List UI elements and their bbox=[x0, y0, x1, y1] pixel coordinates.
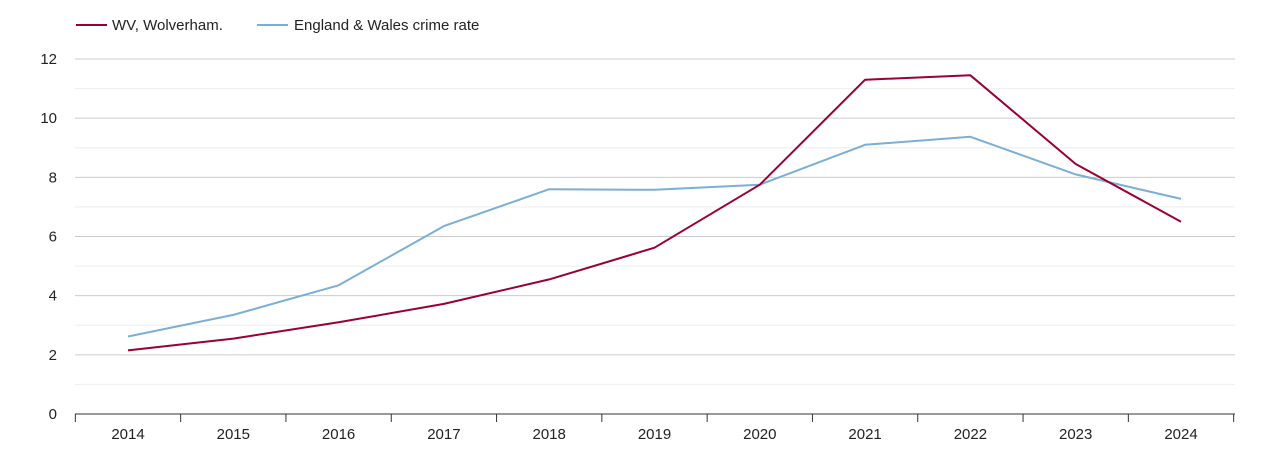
y-tick-label: 0 bbox=[49, 406, 57, 423]
legend-label-wv-wolverham: WV, Wolverham. bbox=[112, 17, 223, 34]
series-line-0 bbox=[127, 74, 1182, 352]
legend-label-england-wales: England & Wales crime rate bbox=[294, 17, 479, 34]
x-tick-label: 2018 bbox=[533, 426, 566, 443]
grid-lines bbox=[75, 58, 1235, 385]
axes: 0 2 4 6 8 10 12 2014 2015 2016 2017 2018 2019 2020 202… bbox=[40, 51, 1235, 443]
y-tick-label: 8 bbox=[49, 169, 57, 186]
y-tick-label: 12 bbox=[40, 51, 57, 68]
series-line-1 bbox=[127, 135, 1182, 338]
x-tick-label: 2015 bbox=[217, 426, 250, 443]
y-tick-label: 10 bbox=[40, 110, 57, 127]
y-tick-label: 2 bbox=[49, 347, 57, 364]
x-tick-label: 2024 bbox=[1164, 426, 1197, 443]
x-tick-label: 2019 bbox=[638, 426, 671, 443]
y-tick-label: 4 bbox=[49, 288, 57, 305]
y-tick-label: 6 bbox=[49, 229, 57, 246]
x-tick-label: 2020 bbox=[743, 426, 776, 443]
series-lines bbox=[127, 74, 1182, 352]
x-tick-label: 2014 bbox=[111, 426, 144, 443]
legend: WV, Wolverham. England & Wales crime rat… bbox=[76, 17, 479, 34]
x-tick-label: 2023 bbox=[1059, 426, 1092, 443]
x-tick-label: 2022 bbox=[954, 426, 987, 443]
x-tick-label: 2016 bbox=[322, 426, 355, 443]
x-tick-label: 2017 bbox=[427, 426, 460, 443]
x-tick-label: 2021 bbox=[848, 426, 881, 443]
